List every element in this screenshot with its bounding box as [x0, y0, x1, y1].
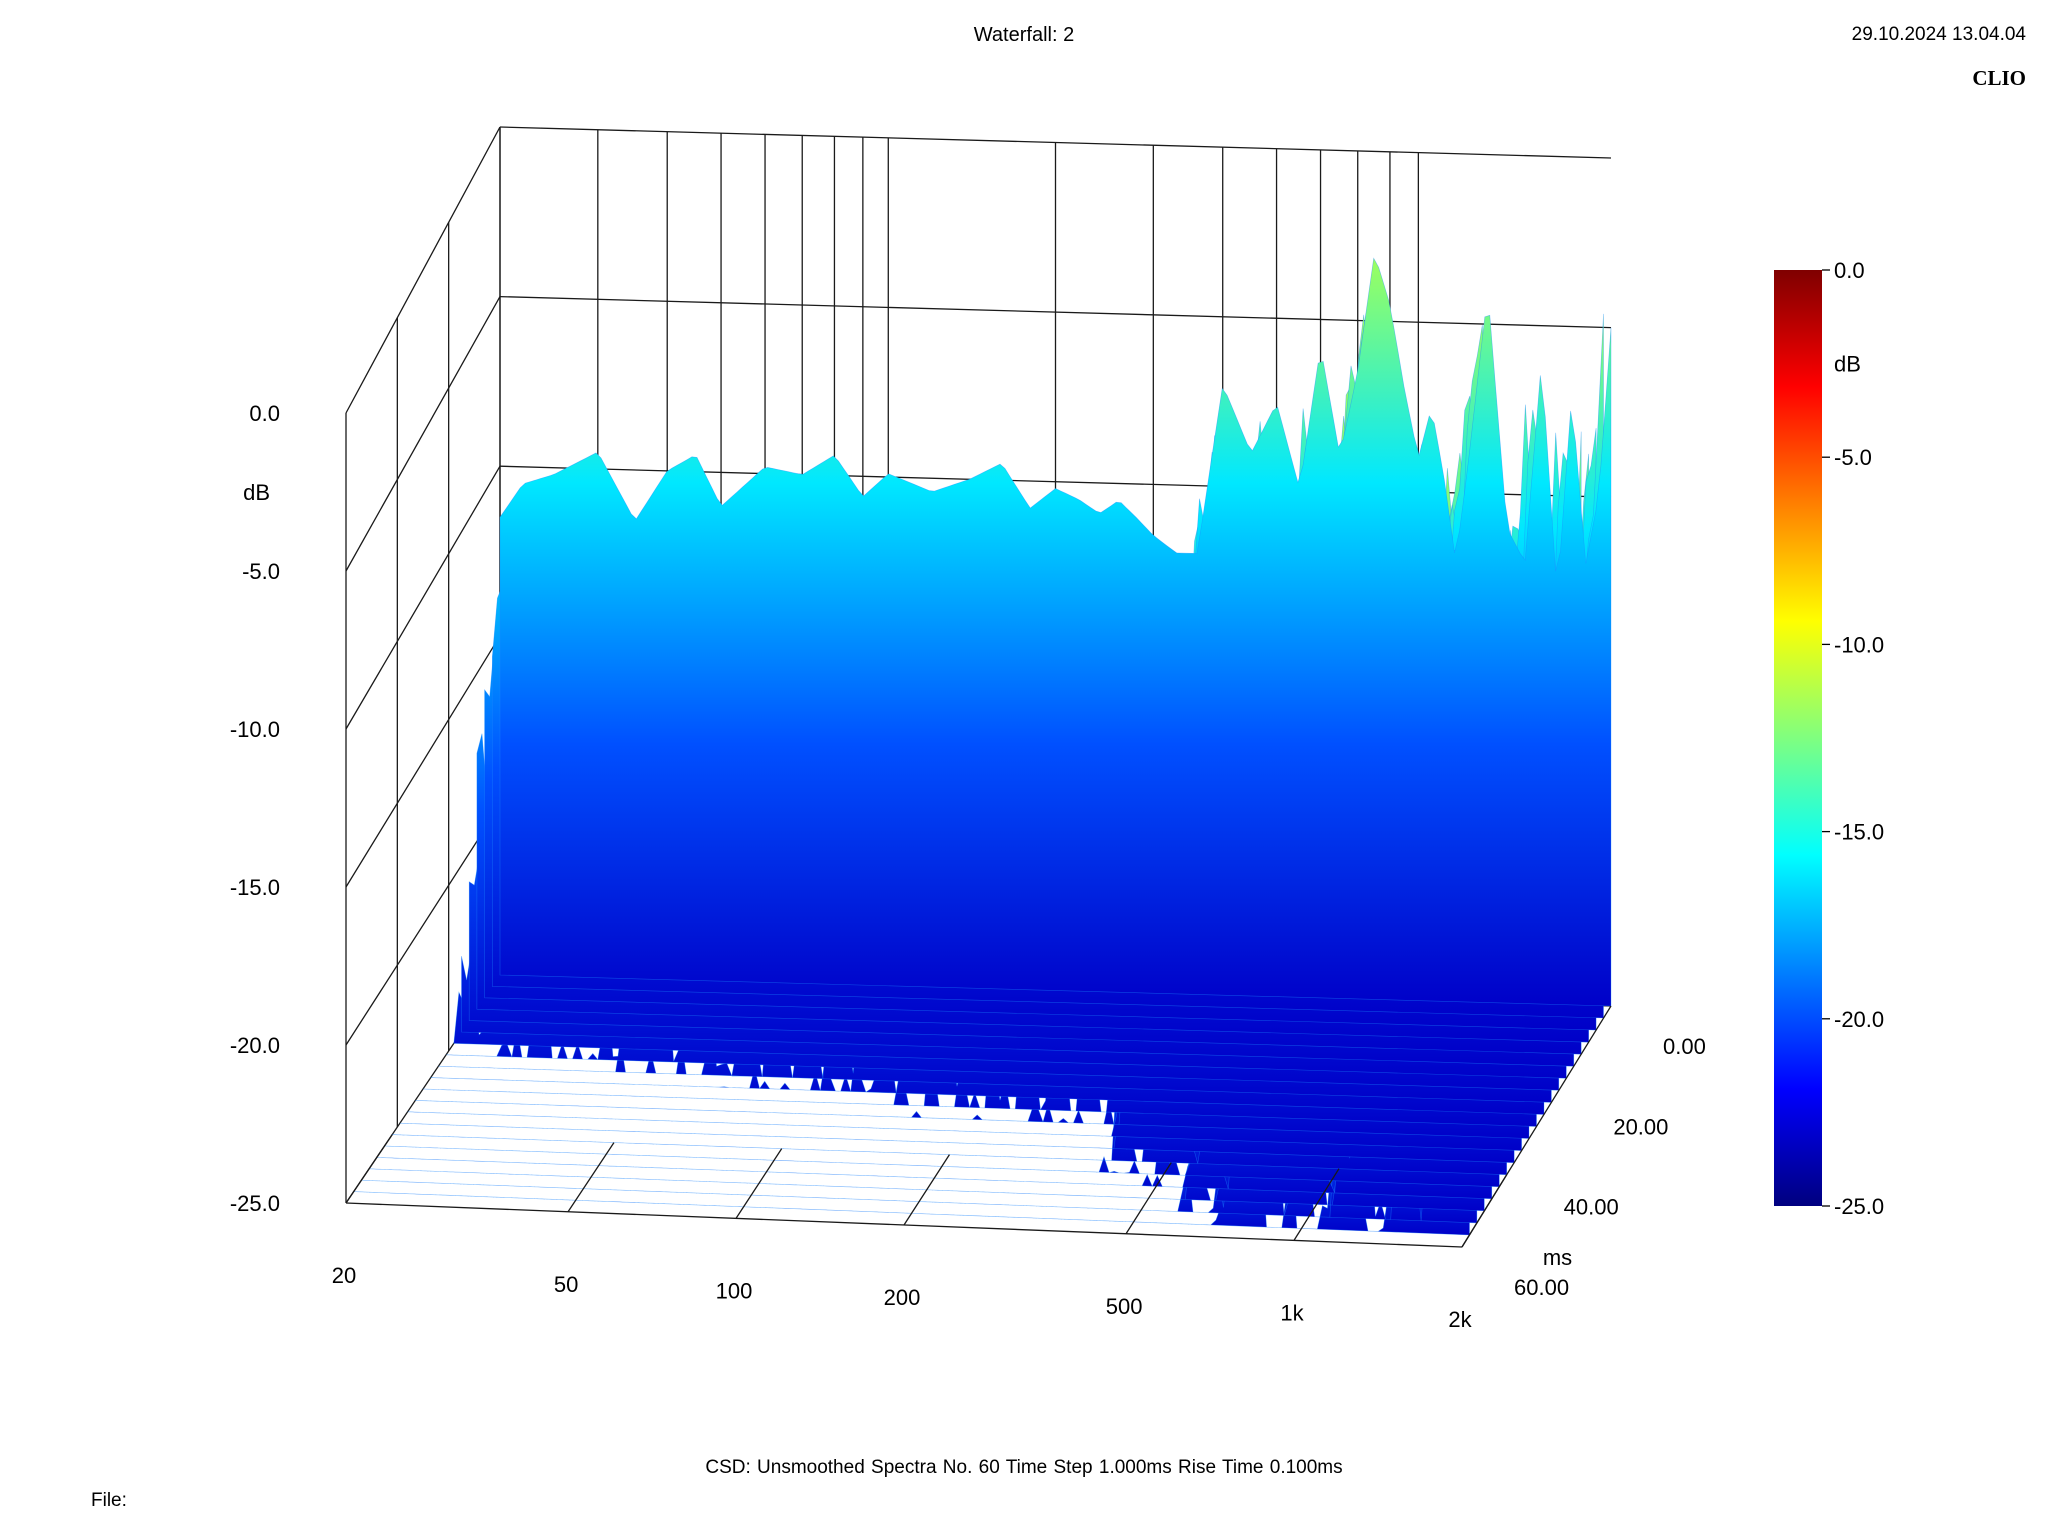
frequency-tick-label: 200 [884, 1285, 921, 1310]
db-tick-label: 0.0 [249, 401, 280, 426]
colorbar-tick-label: -10.0 [1834, 632, 1884, 657]
left-grid-line-db [345, 805, 501, 1046]
floor-grid-line-freq [1125, 1162, 1172, 1235]
frequency-tick-label: 50 [554, 1272, 578, 1297]
time-tick-label: 40.00 [1564, 1195, 1619, 1220]
frequency-tick-label: 20 [332, 1263, 356, 1288]
frequency-tick-label: 1k [1280, 1300, 1304, 1325]
colorbar-tick-label: -5.0 [1834, 445, 1872, 470]
db-tick-label: -20.0 [230, 1033, 280, 1058]
colorbar-tick-label: -25.0 [1834, 1194, 1884, 1219]
time-axis-unit: ms [1543, 1245, 1572, 1270]
floor-grid [345, 1005, 1612, 1248]
left-grid-line-db [345, 465, 501, 730]
colorbar-gradient [1774, 270, 1822, 1206]
db-tick-label: -15.0 [230, 875, 280, 900]
db-tick-label: -10.0 [230, 717, 280, 742]
floor-grid-line-freq [903, 1154, 950, 1226]
colorbar-tick-label: -20.0 [1834, 1007, 1884, 1032]
chart-title: Waterfall: 2 [973, 24, 1075, 46]
colorbar-tick-label: -15.0 [1834, 820, 1884, 845]
db-axis-unit: dB [243, 480, 270, 505]
db-tick-label: -25.0 [230, 1191, 280, 1216]
colorbar-tick-label: 0.0 [1834, 258, 1865, 283]
time-tick-label: 0.00 [1663, 1034, 1706, 1059]
floor-grid-line-freq [567, 1142, 615, 1213]
measurement-settings: CSD: Unsmoothed Spectra No. 60 Time Step… [705, 1457, 1343, 1478]
brand-logo: CLIO [1972, 66, 2026, 90]
left-grid-line-db [345, 126, 501, 414]
frequency-tick-label: 2k [1448, 1307, 1472, 1332]
time-tick-label: 60.00 [1514, 1275, 1569, 1300]
floor-grid-line-freq [1461, 1174, 1508, 1248]
frequency-tick-label: 100 [716, 1278, 753, 1303]
db-axis-ticks: 0.0 -5.0 -10.0 -15.0 -20.0 -25.0 [230, 401, 280, 1216]
colorbar-unit: dB [1834, 352, 1861, 377]
floor-grid-line-freq [345, 1134, 393, 1204]
left-grid-line-db [345, 296, 501, 572]
file-label: File: [91, 1490, 127, 1511]
spectrum-slices [353, 257, 1612, 1236]
time-axis-ticks: 0.00 20.00 40.00 60.00 [1514, 1034, 1706, 1300]
timestamp: 29.10.2024 13.04.04 [1851, 24, 2026, 45]
colorbar-ticks: 0.0 -5.0 -10.0 -15.0 -20.0 -25.0 [1822, 258, 1884, 1219]
db-tick-label: -5.0 [242, 559, 280, 584]
left-grid-line-db [345, 635, 501, 888]
spectrum-slice [499, 257, 1612, 1007]
floor-grid-line-freq [735, 1148, 783, 1219]
floor-grid-line-freq [1293, 1168, 1340, 1241]
time-tick-label: 20.00 [1613, 1114, 1668, 1139]
frequency-tick-label: 500 [1106, 1294, 1143, 1319]
colorbar: dB 0.0 -5.0 -10.0 -15.0 -20.0 -25.0 [1774, 258, 1884, 1219]
frequency-axis-ticks: 20 50 100 200 500 1k 2k [332, 1263, 1473, 1332]
